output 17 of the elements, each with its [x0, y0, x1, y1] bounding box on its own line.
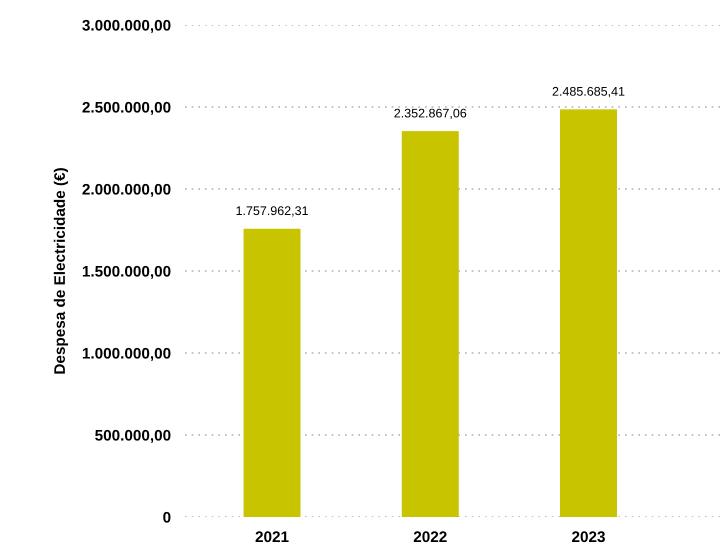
y-axis-title: Despesa de Electricidade (€) [54, 168, 68, 374]
x-tick-label: 2021 [256, 531, 289, 542]
bar [560, 109, 617, 517]
x-tick-label: 2023 [572, 531, 605, 542]
data-label: 2.485.685,41 [552, 86, 624, 98]
y-tick-label: 1.000.000,00 [82, 348, 170, 361]
data-label: 2.352.867,06 [394, 108, 466, 120]
y-tick-label: 500.000,00 [95, 430, 170, 443]
y-tick-label: 0 [163, 512, 170, 523]
x-tick-label: 2022 [414, 531, 447, 542]
bar [244, 228, 301, 517]
y-tick-label: 1.500.000,00 [82, 266, 170, 279]
y-tick-label: 2.500.000,00 [82, 102, 170, 115]
data-label: 1.757.962,31 [236, 206, 308, 217]
bar [402, 131, 459, 517]
y-tick-label: 2.000.000,00 [82, 184, 170, 197]
y-tick-label: 3.000.000,00 [82, 20, 170, 33]
